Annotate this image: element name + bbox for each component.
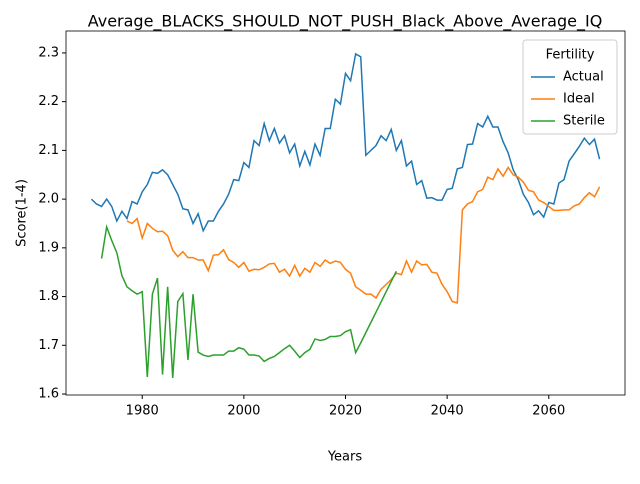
series-line xyxy=(90,52,601,233)
series-line xyxy=(126,166,601,304)
y-tick-label: 2.1 xyxy=(38,143,59,158)
y-tick-label: 1.7 xyxy=(38,338,59,353)
y-tick-label: 2.0 xyxy=(38,192,59,207)
y-tick-label: 1.9 xyxy=(38,240,59,255)
x-tick-label: 2040 xyxy=(431,404,464,419)
x-tick-label: 1980 xyxy=(126,404,159,419)
y-tick-label: 2.2 xyxy=(38,94,59,109)
y-tick-label: 1.6 xyxy=(38,387,59,402)
legend-label: Ideal xyxy=(563,92,595,107)
series-line xyxy=(100,223,397,378)
y-tick-label: 2.3 xyxy=(38,45,59,60)
legend-label: Sterile xyxy=(563,114,605,129)
y-tick-label: 1.8 xyxy=(38,289,59,304)
legend-title: Fertility xyxy=(546,48,595,63)
axes-frame xyxy=(65,30,626,396)
legend-label: Actual xyxy=(563,70,604,85)
x-tick-label: 2020 xyxy=(329,404,362,419)
x-tick-label: 2060 xyxy=(532,404,565,419)
x-tick-label: 2000 xyxy=(227,404,260,419)
chart-title: Average_BLACKS_SHOULD_NOT_PUSH_Black_Abo… xyxy=(88,12,603,32)
x-axis-label: Years xyxy=(327,450,363,465)
legend-box xyxy=(522,39,618,135)
y-axis-label: Score(1-4) xyxy=(15,179,30,247)
